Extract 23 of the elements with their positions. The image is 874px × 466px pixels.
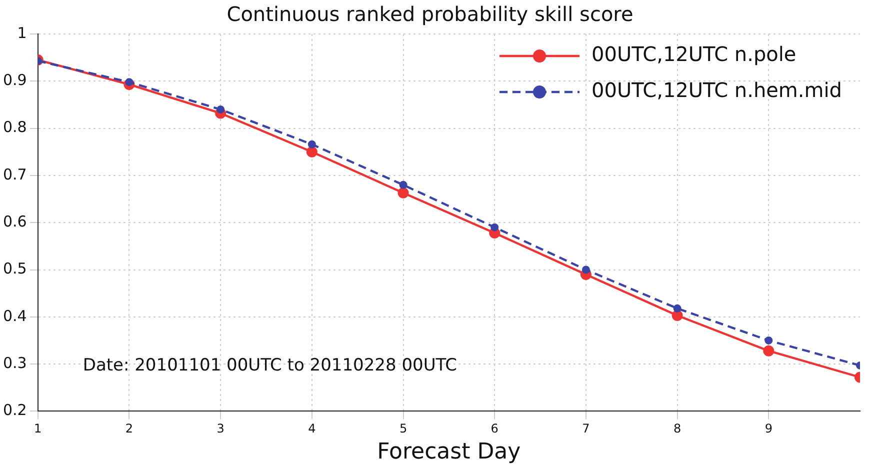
x-tick-label: 3 [216,422,224,436]
y-tick-label: 0.5 [2,260,27,278]
chart-title: Continuous ranked probability skill score [226,2,634,26]
x-tick-label: 7 [582,422,590,436]
y-tick-label: 0.8 [2,118,27,136]
x-axis-title: Forecast Day [377,440,521,465]
y-tick-label: 0.3 [2,354,27,372]
annotation: Date: 20101101 00UTC to 20110228 00UTC [82,356,458,376]
x-tick-label: 8 [673,422,682,436]
x-tick-label: 4 [308,422,316,436]
y-tick-label: 0.7 [2,165,27,184]
x-tick-label: 9 [764,422,772,436]
x-tick-label: 5 [399,422,408,436]
y-tick-label: 0.2 [2,401,27,420]
y-tick-label: 0.9 [2,71,27,90]
legend-label: 00UTC,12UTC n.hem.mid [592,78,842,102]
y-tick-label: 0.6 [2,212,27,230]
legend-label: 00UTC,12UTC n.pole [592,42,796,66]
x-tick-label: 6 [490,422,498,436]
y-tick-label: 1 [17,24,27,42]
x-tick-label: 2 [125,422,134,436]
y-tick-label: 0.4 [2,306,27,325]
x-tick-label: 1 [34,422,42,436]
